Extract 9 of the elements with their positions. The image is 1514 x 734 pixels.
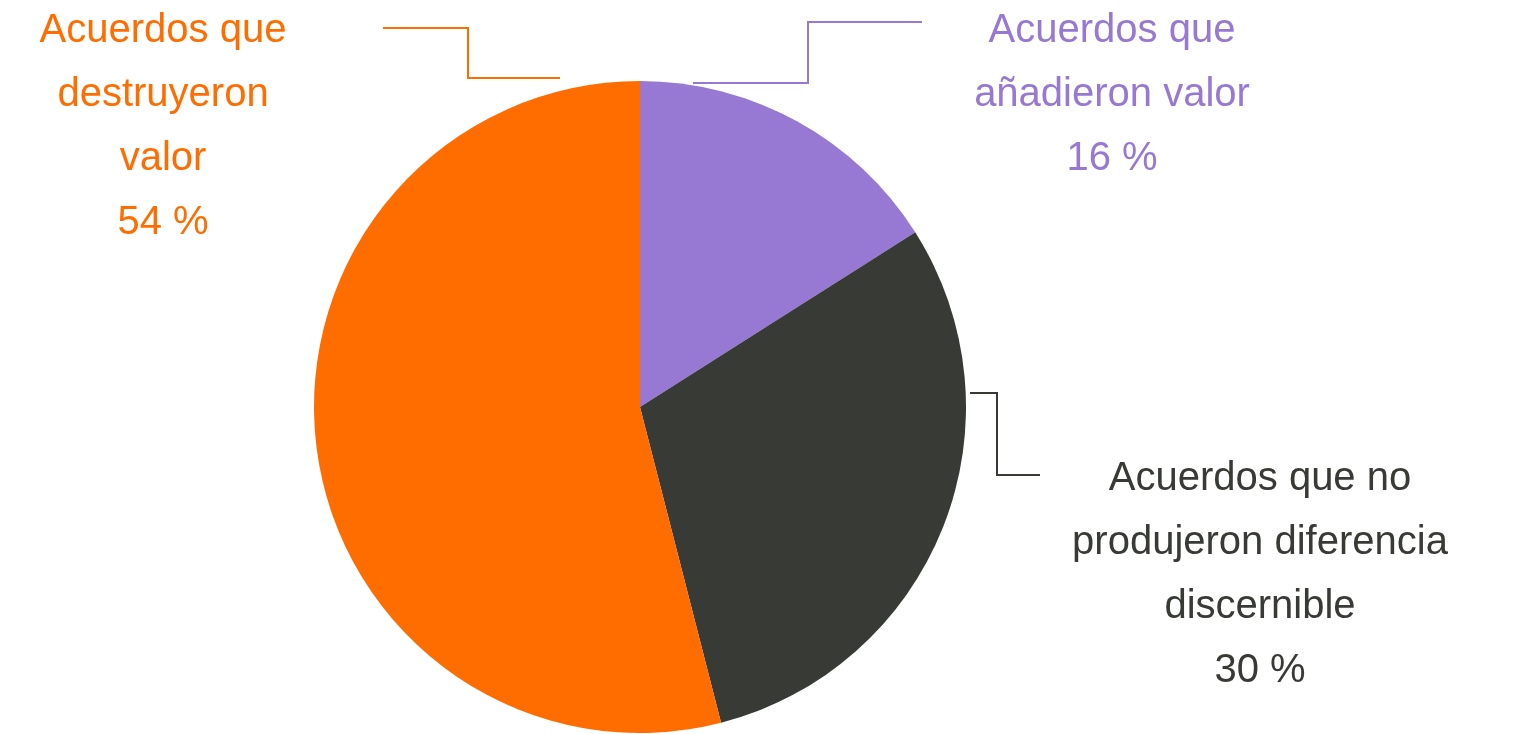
pie-slice xyxy=(640,81,916,407)
slice-label: Acuerdos que destruyeron valor xyxy=(39,6,287,178)
pie-slice xyxy=(640,232,966,723)
pie-slice xyxy=(314,81,722,733)
slice-label: Acuerdos que añadieron valor xyxy=(974,6,1250,114)
data-label: 16 % xyxy=(1066,134,1158,178)
data-label: 54 % xyxy=(117,198,209,242)
slice-label: Acuerdos que no produjeron diferencia discernible xyxy=(1072,454,1449,626)
data-label: 30 % xyxy=(1214,646,1306,690)
